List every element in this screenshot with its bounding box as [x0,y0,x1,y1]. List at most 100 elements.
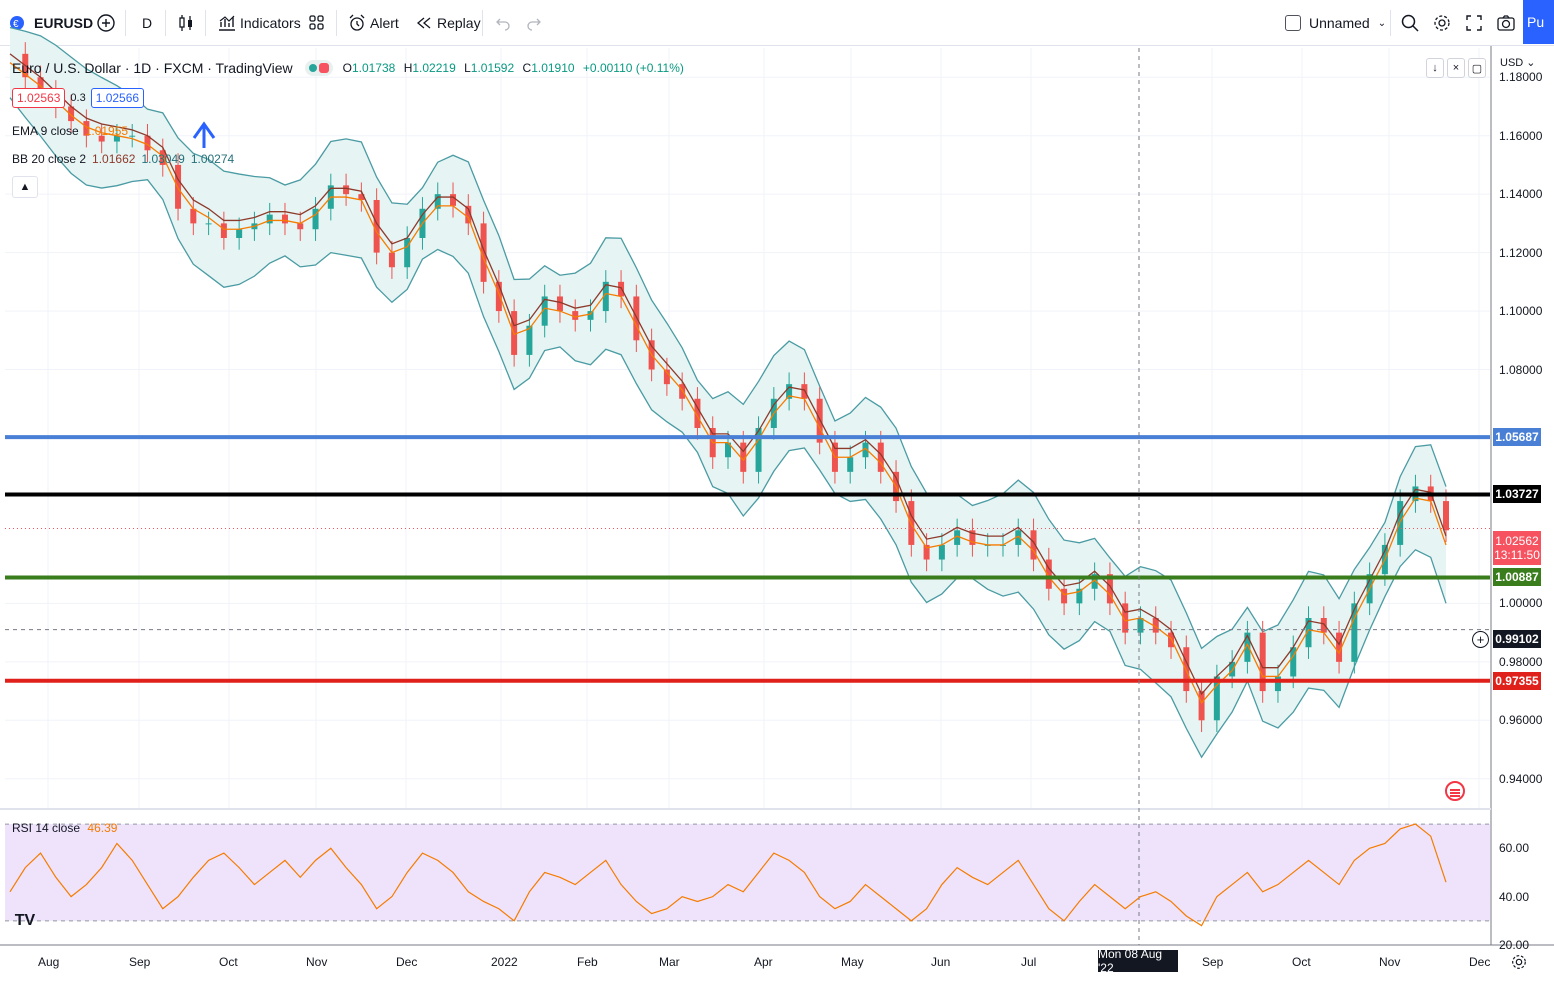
collapse-pane-button[interactable]: × [1447,58,1465,78]
search-icon [1399,12,1421,34]
market-status-icon [304,60,333,76]
low-label: L [464,61,471,75]
candle-body [1030,530,1037,560]
price-tick-label: 1.08000 [1499,362,1543,377]
undo-icon [492,12,514,34]
time-tick-label: Jul [1021,955,1037,969]
indicators-label: Indicators [240,15,301,31]
time-tick-label: Nov [1379,955,1401,969]
maximize-pane-button[interactable]: ▢ [1468,58,1486,78]
level-price-label-red: 0.97355 [1493,671,1541,690]
candle-body [556,296,563,312]
candle-body [205,223,212,225]
time-tick-label: May [841,955,864,969]
buy-button[interactable]: 1.02566 [90,88,145,108]
candle-body [633,296,640,341]
rsi-tick-label: 20.00 [1499,938,1530,952]
replay-label: Replay [437,15,481,31]
candle-body [1076,588,1083,604]
candle-body [1229,661,1236,677]
candle-body [801,384,808,399]
candle-body [312,208,319,230]
candle-body [755,428,762,472]
bb-upper-value: 1.03049 [141,152,185,166]
indicators-button[interactable]: Indicators [216,0,301,46]
price-tick-label: 1.14000 [1499,187,1543,202]
candle-body [618,281,625,297]
price-tick-label: 0.96000 [1499,713,1543,728]
undo-button[interactable] [492,0,514,46]
tradingview-logo-icon[interactable]: TV [14,912,36,929]
symbol-logo-icon: € [8,12,30,34]
interval-button[interactable]: D [142,0,152,46]
rsi-name: RSI 14 close [12,821,81,835]
ema-line [9,62,1447,704]
time-tick-label: Aug [38,955,60,969]
svg-text:€: € [13,19,19,30]
us-flag-event-icon[interactable] [1445,781,1465,801]
compare-symbol-button[interactable] [95,0,117,46]
level-price-label-blue: 1.05687 [1493,428,1541,447]
candle-body [954,530,961,545]
open-value: 1.01738 [351,61,396,75]
replay-button[interactable]: Replay [413,0,481,46]
time-tick-label: Oct [1292,955,1311,969]
candle-body [190,208,197,224]
candle-body [725,442,731,458]
bar-countdown: 13:11:50 [1494,548,1540,562]
publish-button[interactable]: Pu [1523,0,1554,44]
candle-body [1320,618,1327,633]
price-tick-label: 1.10000 [1499,304,1543,319]
candle-body [663,369,670,385]
rsi-legend[interactable]: RSI 14 close 46.39 [12,821,117,835]
camera-icon [1495,12,1517,34]
candle-body [572,311,579,320]
currency-selector[interactable]: USD ⌄ [1500,57,1536,69]
price-tick-label: 0.94000 [1499,771,1543,786]
indicators-icon [216,12,238,34]
currency-label: USD [1500,57,1524,69]
plus-circle-icon [95,12,117,34]
time-tick-label: Dec [396,955,418,969]
chart-type-button[interactable] [175,0,197,46]
candle-body [113,135,120,142]
candle-body [1443,501,1449,531]
search-button[interactable] [1399,0,1421,46]
candle-body [740,442,747,472]
time-tick-label: 2022 [491,955,518,969]
alert-button[interactable]: Alert [346,0,399,46]
add-alert-plus-icon[interactable]: + [1472,631,1489,648]
snapshot-button[interactable] [1495,0,1517,46]
candle-body [144,135,151,151]
candles-icon [175,12,197,34]
candle-body [1091,574,1098,589]
candle-body [1213,676,1220,721]
fullscreen-icon [1463,12,1485,34]
candle-body [358,194,365,200]
ema-legend-row[interactable]: EMA 9 close 1.01955 [12,124,128,138]
collapse-legend-button[interactable]: ▲ [12,176,38,198]
bb-legend-row[interactable]: BB 20 close 2 1.01662 1.03049 1.00274 [12,152,234,166]
candle-body [465,205,472,224]
candle-body [1198,691,1205,721]
open-label: O [342,61,352,75]
symbol-search-button[interactable]: € EURUSD [8,0,93,46]
fullscreen-button[interactable] [1463,0,1485,46]
layout-name-button[interactable]: Unnamed ⌄ [1285,0,1386,46]
candle-body [495,281,502,312]
candle-body [297,223,304,230]
publish-label: Pu [1527,14,1545,30]
templates-button[interactable] [306,0,328,46]
sell-button[interactable]: 1.02563 [12,88,66,108]
candle-body [602,281,609,312]
scroll-down-button[interactable]: ↓ [1426,58,1444,78]
time-tick-label: Sep [129,955,151,969]
candle-body [969,530,976,545]
time-tick-label: Oct [219,955,238,969]
chart-settings-gear-icon[interactable] [1510,953,1528,971]
redo-button[interactable] [523,0,545,46]
candle-body [1015,530,1022,545]
settings-button[interactable] [1431,0,1453,46]
level-price-label-black: 1.03727 [1493,485,1541,504]
